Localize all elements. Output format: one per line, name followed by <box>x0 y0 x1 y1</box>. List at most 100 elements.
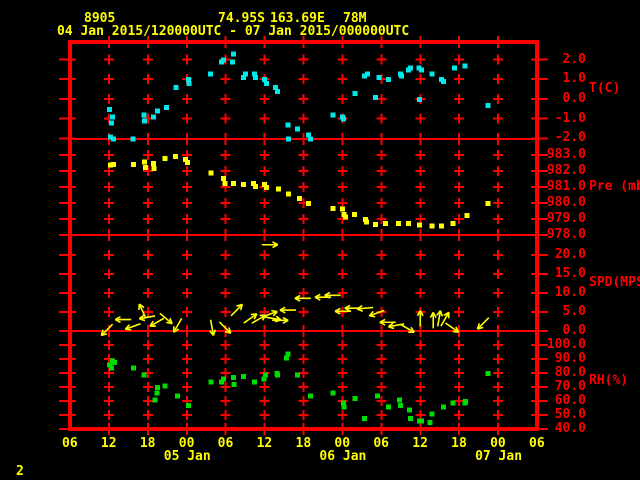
pressure-point <box>485 201 491 206</box>
pressure-point <box>450 221 456 226</box>
hour-label: 18 <box>451 436 467 451</box>
temperature-tick-label: 1.0 <box>562 71 586 87</box>
hour-label: 06 <box>373 436 389 451</box>
pressure-point <box>143 165 149 170</box>
pressure-point <box>130 161 136 167</box>
hour-label: 06 <box>217 436 234 451</box>
pressure-point <box>464 213 470 218</box>
temperature-point <box>230 51 236 57</box>
temperature-point <box>272 85 278 91</box>
temperature-point <box>108 120 114 126</box>
hour-label: 00 <box>178 436 195 451</box>
station-elevation: 78M <box>343 11 367 26</box>
relative_humidity-point <box>341 400 347 406</box>
temperature-point <box>252 71 258 77</box>
pressure-point <box>110 161 116 167</box>
temperature-point <box>462 63 468 69</box>
wind-arrow <box>436 310 444 327</box>
relative_humidity-point <box>186 403 192 409</box>
pressure-point <box>108 162 114 168</box>
hour-label: 12 <box>256 436 273 451</box>
pressure-tick-label: 981.0 <box>546 179 586 194</box>
pressure-point <box>141 159 147 165</box>
time-range-title: 04 Jan 2015/120000UTC - 07 Jan 2015/0000… <box>57 24 410 39</box>
wind-arrow <box>149 317 165 328</box>
pressure-point <box>222 181 228 186</box>
temperature-point <box>485 102 491 108</box>
relative_humidity-point <box>208 379 214 385</box>
relative_humidity-point <box>385 404 391 410</box>
temperature-point <box>130 136 136 142</box>
wind-arrow <box>272 316 289 324</box>
relative_humidity-point <box>130 365 136 371</box>
temperature-point <box>352 90 358 96</box>
wind-arrow <box>476 317 490 330</box>
wind-arrow <box>138 314 156 322</box>
pressure-tick-label: 978.0 <box>546 227 586 242</box>
wind-arrow <box>445 322 460 333</box>
pressure-point <box>184 160 190 166</box>
wind-arrow <box>114 316 132 324</box>
relative_humidity-point <box>261 376 267 382</box>
wind-arrow <box>416 310 424 327</box>
pressure-point <box>285 191 291 197</box>
relative_humidity-point <box>283 355 289 361</box>
pressure-point <box>396 221 402 226</box>
temperature-point <box>154 108 160 114</box>
pressure-point <box>276 186 282 192</box>
relative_humidity-point <box>341 404 347 410</box>
temperature-point <box>108 134 114 140</box>
pressure-point <box>352 212 358 218</box>
wind-arrow <box>294 294 311 302</box>
relative_humidity-point <box>463 399 469 404</box>
relative_humidity-point <box>450 400 456 406</box>
temperature-point <box>208 71 214 77</box>
relative_humidity-point <box>407 407 413 413</box>
pressure-point <box>330 205 336 211</box>
relative_humidity-point <box>361 415 367 421</box>
wind-arrow <box>138 303 147 319</box>
wind-arrow <box>172 317 183 333</box>
pressure-point <box>241 181 247 187</box>
temperature-point <box>440 79 446 85</box>
wind-arrow <box>218 321 232 335</box>
temperature-point <box>186 77 192 83</box>
temperature-point <box>106 106 112 112</box>
wind-arrow <box>100 323 114 337</box>
pressure-point <box>250 181 256 186</box>
relative_humidity-point <box>274 372 280 378</box>
wind-arrow <box>279 306 296 314</box>
pressure-point <box>343 214 349 220</box>
pressure-point <box>363 219 369 225</box>
day-label: 06 Jan <box>319 449 367 464</box>
wind-arrow <box>243 313 258 324</box>
wind_speed-tick-label: 10.0 <box>554 285 586 300</box>
wind_speed-tick-label: 15.0 <box>554 266 586 281</box>
wind-arrow <box>209 319 217 336</box>
relative_humidity-point <box>154 390 160 396</box>
relative_humidity-point <box>241 373 247 379</box>
temperature-point <box>285 136 291 142</box>
wind-arrow <box>368 309 385 318</box>
relative_humidity-point <box>330 390 336 396</box>
station-longitude: 163.69E <box>270 11 325 26</box>
temperature-point <box>372 94 378 100</box>
temperature-point <box>110 114 116 120</box>
relative_humidity-point <box>295 372 301 378</box>
temperature-point <box>429 71 435 77</box>
relative_humidity-point <box>418 418 424 424</box>
wind-arrow <box>429 311 437 329</box>
wind-arrow <box>334 307 352 315</box>
temperature-point <box>361 73 367 79</box>
temperature-axis-title: T(C) <box>589 81 621 96</box>
wind-arrow <box>379 318 396 326</box>
temperature-point <box>243 71 249 77</box>
station-latitude: 74.95S <box>218 11 265 26</box>
temperature-point <box>418 67 424 73</box>
pressure-point <box>439 223 445 229</box>
relative_humidity-point <box>175 393 181 399</box>
wind-arrow <box>124 322 141 331</box>
hour-label: 12 <box>412 436 428 451</box>
pressure-point <box>416 222 422 228</box>
